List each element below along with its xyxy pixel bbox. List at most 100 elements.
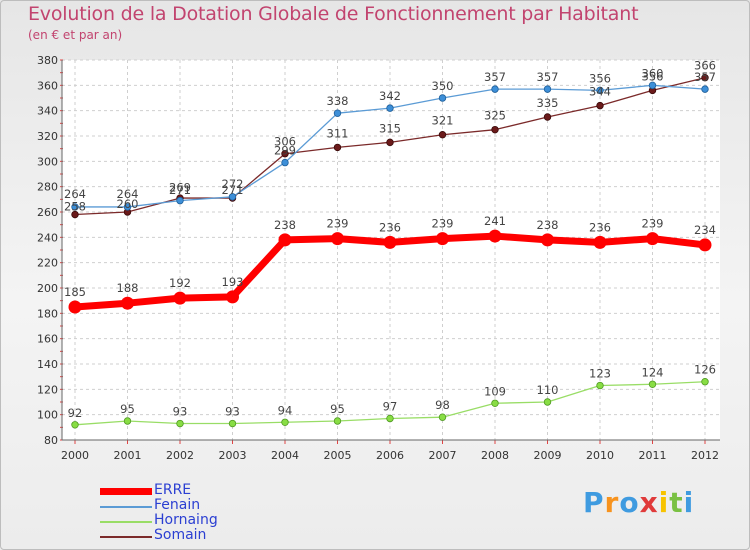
legend-label-somain: Somain	[154, 527, 207, 543]
data-label-hornaing: 97	[383, 399, 398, 413]
data-label-fenain: 338	[327, 94, 349, 108]
data-point-fenain	[386, 104, 394, 112]
legend-item-fenain: Fenain	[100, 497, 300, 514]
y-tick-label: 280	[37, 181, 58, 194]
data-point-erre	[698, 238, 712, 252]
data-label-erre: 241	[484, 214, 506, 228]
data-point-somain	[386, 138, 394, 147]
data-point-fenain	[281, 158, 289, 167]
data-label-hornaing: 95	[330, 402, 345, 416]
x-tick-label: 2001	[114, 449, 142, 462]
chart-subtitle: (en € et par an)	[28, 28, 123, 42]
data-label-erre: 238	[274, 218, 296, 232]
data-point-hornaing	[543, 398, 552, 406]
data-point-somain	[281, 150, 289, 158]
data-point-erre	[331, 232, 344, 246]
data-label-hornaing: 98	[435, 398, 450, 412]
data-label-erre: 239	[327, 217, 349, 231]
data-label-erre: 239	[642, 217, 664, 231]
data-point-fenain	[123, 203, 132, 211]
y-tick-label: 240	[37, 231, 58, 244]
data-label-erre: 193	[222, 275, 244, 289]
data-label-somain: 258	[64, 200, 86, 214]
x-tick-label: 2002	[166, 449, 194, 462]
data-label-erre: 185	[64, 285, 86, 299]
data-label-somain: 321	[432, 114, 454, 128]
data-point-erre	[173, 291, 187, 305]
data-point-hornaing	[176, 419, 184, 428]
y-tick-label: 180	[37, 307, 58, 320]
data-point-hornaing	[438, 413, 447, 421]
data-label-hornaing: 126	[694, 363, 716, 377]
data-label-hornaing: 110	[537, 383, 559, 397]
legend-item-somain: Somain	[100, 527, 300, 544]
data-point-hornaing	[386, 414, 394, 423]
data-label-fenain: 360	[642, 66, 664, 80]
data-point-somain	[438, 131, 447, 139]
legend-swatch-fenain	[100, 506, 152, 508]
x-tick-label: 2010	[586, 449, 614, 462]
y-tick-label: 200	[37, 282, 58, 295]
data-label-somain: 335	[537, 96, 559, 110]
data-point-fenain	[543, 85, 552, 93]
data-label-erre: 236	[379, 220, 401, 234]
legend-item-erre: ERRE	[100, 482, 300, 499]
x-tick-label: 2007	[429, 449, 457, 462]
data-point-hornaing	[648, 380, 657, 388]
y-tick-label: 380	[37, 54, 58, 67]
x-tick-label: 2006	[376, 449, 404, 462]
data-label-erre: 234	[694, 223, 716, 237]
y-tick-label: 340	[37, 105, 58, 118]
data-label-hornaing: 93	[225, 405, 240, 419]
legend-swatch-erre	[100, 488, 152, 495]
data-label-somain: 306	[274, 135, 296, 149]
data-point-somain	[71, 210, 79, 219]
data-point-erre	[383, 235, 397, 249]
data-point-erre	[541, 233, 554, 247]
data-label-fenain: 299	[274, 144, 296, 158]
data-point-hornaing	[333, 417, 342, 425]
data-point-erre	[593, 235, 607, 249]
logo-letter: o	[619, 486, 640, 519]
data-label-somain: 260	[117, 197, 139, 211]
x-tick-label: 2009	[534, 449, 562, 462]
data-label-fenain: 350	[432, 79, 454, 93]
data-point-somain	[543, 113, 552, 121]
data-point-fenain	[596, 86, 604, 95]
logo-letter: r	[604, 486, 620, 519]
y-tick-label: 360	[37, 79, 58, 92]
data-label-somain: 271	[222, 183, 244, 197]
plot-area	[62, 60, 720, 440]
data-label-hornaing: 94	[278, 403, 293, 417]
data-label-somain: 344	[589, 85, 611, 99]
data-label-hornaing: 95	[120, 402, 135, 416]
y-tick-label: 140	[37, 358, 58, 371]
y-tick-label: 160	[37, 333, 58, 346]
y-tick-label: 260	[37, 206, 58, 219]
data-label-fenain: 264	[117, 187, 139, 201]
data-label-hornaing: 93	[173, 405, 188, 419]
x-tick-label: 2005	[324, 449, 352, 462]
y-tick-label: 120	[37, 383, 58, 396]
y-tick-label: 80	[44, 434, 58, 447]
data-point-hornaing	[281, 418, 289, 426]
data-label-erre: 192	[169, 276, 191, 290]
y-tick-label: 320	[37, 130, 58, 143]
data-point-fenain	[491, 85, 499, 93]
data-point-erre	[68, 300, 82, 314]
data-point-fenain	[438, 94, 447, 102]
data-point-erre	[436, 232, 449, 246]
data-label-somain: 366	[694, 59, 716, 73]
y-tick-label: 300	[37, 155, 58, 168]
data-label-fenain: 264	[64, 187, 86, 201]
legend-item-hornaing: Hornaing	[100, 512, 300, 529]
data-point-hornaing	[596, 381, 604, 390]
logo-letter: P	[583, 486, 605, 519]
logo-letter: i	[658, 486, 670, 519]
data-label-somain: 356	[642, 69, 664, 83]
data-point-fenain	[701, 85, 709, 93]
data-point-somain	[333, 143, 342, 152]
data-label-fenain: 269	[169, 181, 191, 195]
data-label-fenain: 357	[484, 70, 506, 84]
